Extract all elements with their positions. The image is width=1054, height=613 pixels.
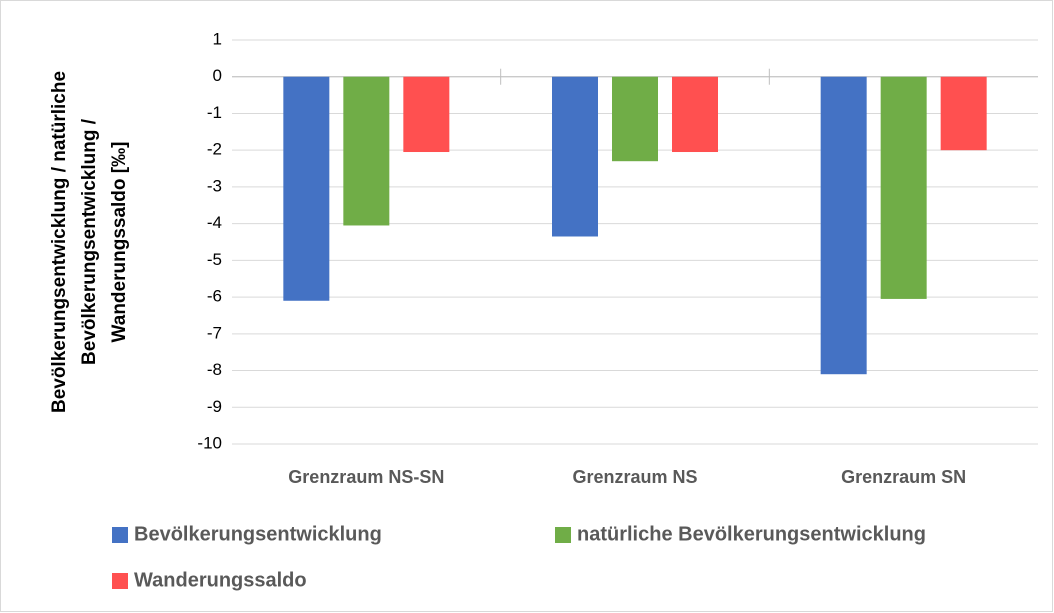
bar bbox=[552, 76, 598, 237]
y-tick-label: -5 bbox=[207, 250, 222, 269]
legend-label: natürliche Bevölkerungsentwicklung bbox=[577, 523, 926, 545]
y-tick-label: -2 bbox=[207, 140, 222, 159]
y-tick-label: -7 bbox=[207, 323, 222, 342]
legend-swatch bbox=[112, 527, 128, 543]
legend-label: Wanderungssaldo bbox=[134, 569, 307, 591]
y-tick-label: -3 bbox=[207, 176, 222, 195]
y-axis-label: Wanderungssaldo [‰] bbox=[109, 142, 130, 343]
x-tick-label: Grenzraum NS-SN bbox=[288, 467, 444, 487]
y-tick-label: 1 bbox=[213, 29, 222, 48]
bar bbox=[940, 76, 987, 151]
y-axis-label: Bevölkerungsentwicklung / bbox=[79, 118, 100, 365]
bar bbox=[820, 76, 867, 375]
bar bbox=[403, 76, 450, 153]
y-tick-label: -4 bbox=[207, 213, 222, 232]
x-tick-label: Grenzraum NS bbox=[572, 467, 697, 487]
y-tick-label: -9 bbox=[207, 397, 222, 416]
y-tick-label: -10 bbox=[197, 433, 222, 452]
bar bbox=[880, 76, 927, 299]
y-tick-label: -6 bbox=[207, 287, 222, 306]
y-tick-label: -8 bbox=[207, 360, 222, 379]
bar bbox=[283, 76, 330, 301]
legend-swatch bbox=[555, 527, 571, 543]
bar bbox=[612, 76, 658, 162]
x-tick-label: Grenzraum SN bbox=[841, 467, 966, 487]
y-tick-label: 0 bbox=[213, 66, 222, 85]
bar bbox=[343, 76, 390, 226]
y-tick-label: -1 bbox=[207, 103, 222, 122]
legend-swatch bbox=[112, 573, 128, 589]
y-axis-label: Bevölkerungsentwicklung / natürliche bbox=[49, 71, 70, 413]
legend-label: Bevölkerungsentwicklung bbox=[134, 523, 382, 545]
bar bbox=[672, 76, 718, 153]
